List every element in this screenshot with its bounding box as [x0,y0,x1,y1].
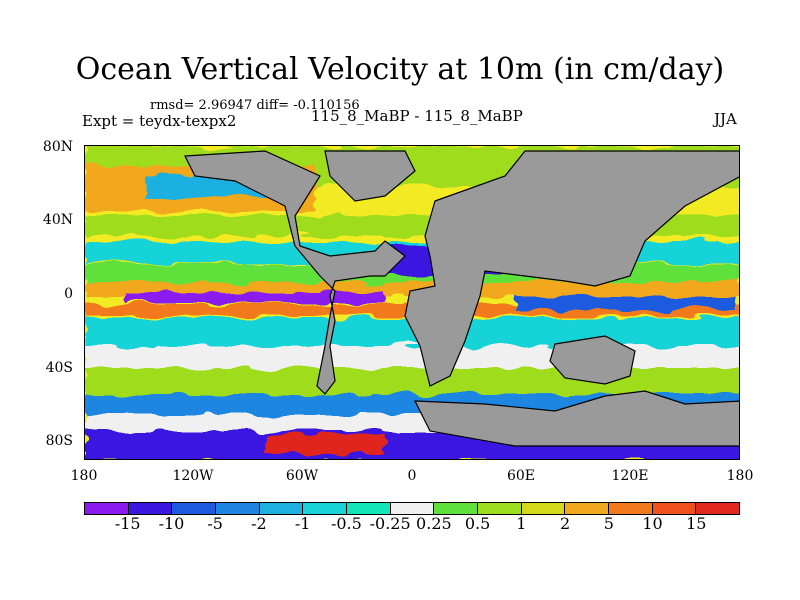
plot-title: Ocean Vertical Velocity at 10m (in cm/da… [75,52,725,87]
colorbar [84,502,740,515]
season-label: JJA [714,110,737,128]
colorbar-label: 1 [516,514,527,533]
colorbar-label: 0.25 [416,514,452,533]
colorbar-label: -0.5 [330,514,362,533]
lon-label-120w: 120W [172,468,214,484]
colorbar-label: -15 [114,514,141,533]
colorbar-label: -2 [251,514,267,533]
lon-label-0: 0 [407,468,417,484]
lat-label-40s: 40S [45,360,73,376]
lon-label-180e: 180 [726,468,754,484]
colorbar-label: -10 [158,514,185,533]
lon-label-180w: 180 [70,468,98,484]
colorbar-swatch [172,503,217,514]
colorbar-swatch [303,503,348,514]
lon-label-60w: 60W [285,468,319,484]
equatorial-orange-band [85,282,739,296]
lat-label-80n: 80N [42,139,73,155]
case-label: 115_8_MaBP - 115_8_MaBP [311,107,523,125]
colorbar-swatch [216,503,260,514]
colorbar-label: -5 [207,514,223,533]
equatorial-purple-band [125,293,385,303]
colorbar-label: -1 [294,514,311,533]
colorbar-swatch [85,503,129,514]
indo-pacific-blue [515,296,735,310]
land-americas [184,150,406,395]
lat-label-40n: 40N [42,212,73,228]
land-masses [184,150,739,447]
land-antarctica [414,390,739,447]
lat-label-0: 0 [64,286,73,302]
colorbar-label: 0.5 [464,514,491,533]
colorbar-swatch [565,503,610,514]
colorbar-swatch [434,503,479,514]
colorbar-label: 10 [642,514,663,533]
lon-label-120e: 120E [611,468,649,484]
colorbar-swatch [696,503,740,514]
colorbar-swatch [259,503,304,514]
colorbar-label: 2 [559,514,571,533]
south-white-band [85,346,739,368]
land-greenland [324,150,416,202]
colorbar-label: -0.25 [369,514,411,533]
colorbar-swatch [609,503,653,514]
experiment-label: Expt = teydx-texpx2 [82,112,237,130]
land-australia [549,335,636,385]
colorbar-swatch [390,503,435,514]
colorbar-swatch [478,503,522,514]
colorbar-swatch [128,503,173,514]
colorbar-swatch [347,503,391,514]
land-eurasia-africa [404,150,739,387]
colorbar-label: 5 [603,514,614,533]
lon-label-60e: 60E [506,468,536,484]
map-svg [85,146,739,459]
lat-label-80s: 80S [45,433,73,449]
map-panel [84,145,740,460]
colorbar-label: 15 [686,514,707,533]
stats-label: rmsd= 2.96947 diff= -0.110156 [150,98,360,113]
colorbar-swatch [521,503,566,514]
colorbar-swatch [652,503,697,514]
antarctic-red-patch [265,434,385,454]
